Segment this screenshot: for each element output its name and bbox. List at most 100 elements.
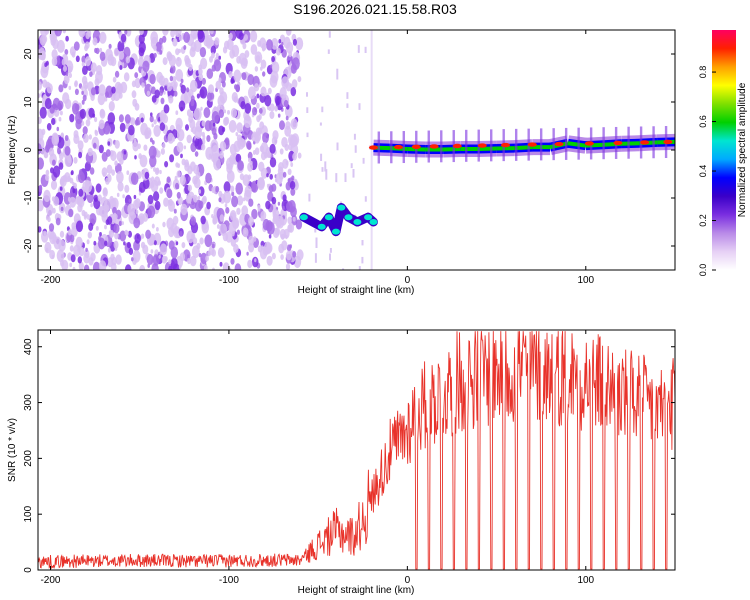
noise-blob xyxy=(146,254,154,265)
noise-blob xyxy=(65,35,69,42)
noise-blob xyxy=(123,150,127,155)
noise-blob xyxy=(95,226,99,231)
noise-blob xyxy=(247,259,253,269)
noise-blob xyxy=(290,187,296,196)
noise-blob xyxy=(159,50,163,55)
noise-blob xyxy=(156,71,164,83)
noise-blob xyxy=(236,134,242,143)
noise-blob xyxy=(88,134,93,140)
noise-blob xyxy=(204,234,213,248)
noise-blob xyxy=(277,201,281,206)
hot-spot xyxy=(613,140,623,146)
noise-blob xyxy=(173,90,178,97)
noise-blob xyxy=(168,198,173,207)
noise-blob xyxy=(65,71,69,77)
noise-blob xyxy=(199,237,204,245)
noise-blob xyxy=(234,263,242,270)
noise-blob xyxy=(289,180,296,190)
noise-blob xyxy=(254,147,260,155)
noise-blob xyxy=(89,167,95,175)
noise-blob xyxy=(199,86,208,99)
noise-blob xyxy=(279,148,284,155)
noise-blob xyxy=(44,241,52,254)
noise-blob xyxy=(82,94,87,102)
noise-blob xyxy=(202,135,206,140)
noise-blob xyxy=(38,185,43,193)
noise-blob xyxy=(161,255,167,264)
noise-blob xyxy=(73,244,81,257)
noise-blob xyxy=(147,263,150,268)
noise-blob xyxy=(52,159,56,166)
weak-streak xyxy=(362,157,365,164)
noise-blob xyxy=(292,152,297,161)
noise-blob xyxy=(118,220,122,227)
noise-blob xyxy=(99,109,106,119)
spectral-spike xyxy=(564,127,568,160)
noise-blob xyxy=(217,247,225,258)
noise-blob xyxy=(198,253,202,258)
noise-blob xyxy=(163,197,169,207)
noise-blob xyxy=(50,180,58,190)
weak-streak xyxy=(335,173,338,183)
noise-blob xyxy=(211,52,215,59)
noise-blob xyxy=(200,252,208,265)
noise-blob xyxy=(81,90,84,95)
weak-streak xyxy=(327,49,330,54)
noise-blob xyxy=(86,239,90,245)
noise-blob xyxy=(78,30,86,38)
noise-blob xyxy=(179,175,186,186)
noise-blob xyxy=(92,37,98,46)
weak-streak xyxy=(344,173,347,182)
noise-blob xyxy=(254,108,257,113)
noise-blob xyxy=(83,133,89,143)
strong-line-core xyxy=(567,141,587,148)
noise-blob xyxy=(117,40,125,52)
noise-blob xyxy=(189,79,198,93)
hot-spot xyxy=(452,143,462,149)
noise-blob xyxy=(271,252,276,260)
weak-streak xyxy=(325,169,328,180)
noise-blob xyxy=(200,215,206,225)
noise-blob xyxy=(244,103,252,114)
noise-blob xyxy=(78,151,83,159)
noise-blob xyxy=(111,86,116,94)
noise-blob xyxy=(215,186,220,193)
noise-blob xyxy=(83,252,90,264)
noise-blob xyxy=(268,106,272,111)
noise-blob xyxy=(175,31,179,36)
colorbar-tick-label: 0.4 xyxy=(698,165,708,178)
snr-x-tick-label: 100 xyxy=(577,575,594,586)
noise-blob xyxy=(60,175,67,187)
noise-blob xyxy=(109,229,114,238)
noise-blob xyxy=(38,93,41,99)
noise-blob xyxy=(77,171,85,184)
noise-blob xyxy=(282,171,287,178)
noise-blob xyxy=(62,30,66,34)
noise-blob xyxy=(162,30,169,36)
noise-blob xyxy=(135,209,139,214)
noise-blob xyxy=(237,160,244,171)
snr-y-tick-label: 400 xyxy=(23,338,34,355)
weak-streak xyxy=(353,133,356,140)
noise-blob xyxy=(98,237,106,250)
noise-blob xyxy=(180,84,186,94)
hot-spot xyxy=(640,140,650,145)
noise-blob xyxy=(98,144,104,154)
noise-blob xyxy=(47,216,51,223)
noise-blob xyxy=(217,95,225,107)
noise-blob xyxy=(162,35,167,43)
noise-blob xyxy=(264,95,272,107)
noise-blob xyxy=(84,161,91,172)
noise-blob xyxy=(67,175,71,182)
noise-blob xyxy=(219,150,224,159)
snr-panel: -200 -100 0 100 0 100 200 300 400 Height of stra… xyxy=(7,329,676,596)
noise-blob xyxy=(120,33,127,43)
noise-blob xyxy=(231,191,235,197)
noise-blob xyxy=(150,176,155,182)
snr-x-tick-label: 0 xyxy=(405,575,411,586)
noise-blob xyxy=(52,207,56,214)
noise-blob xyxy=(150,112,153,117)
hot-spot xyxy=(411,144,421,149)
noise-blob xyxy=(124,264,132,270)
noise-blob xyxy=(107,141,111,146)
